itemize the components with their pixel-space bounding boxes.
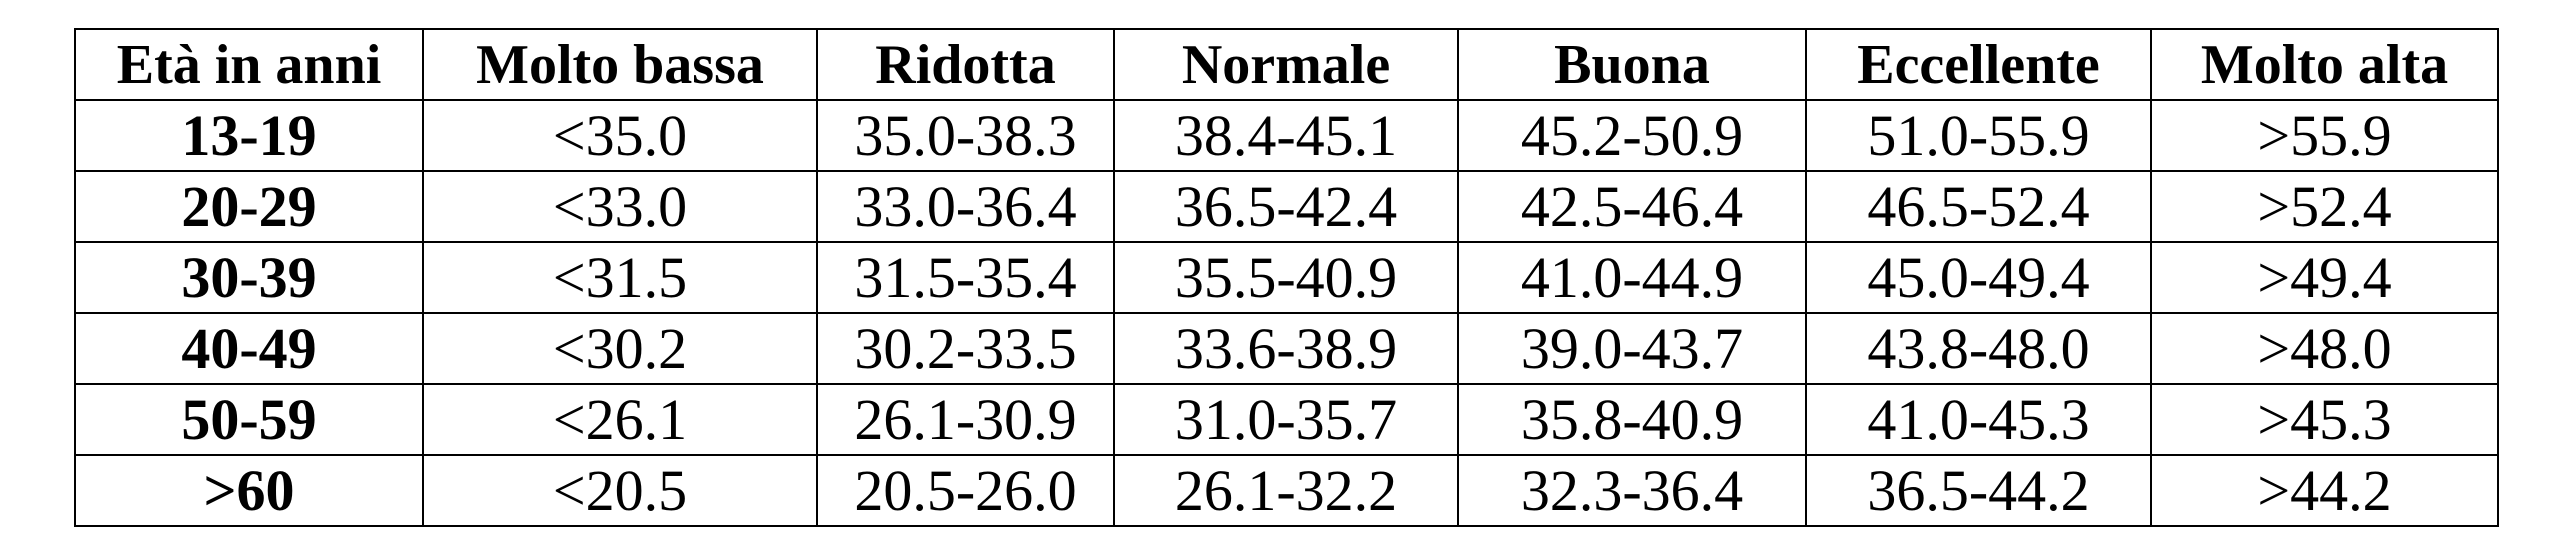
value-cell: >48.0 [2150,312,2499,385]
value-cell: 45.0-49.4 [1805,241,2152,314]
age-cell: 30-39 [74,241,424,314]
value-cell: >55.9 [2150,99,2499,172]
table-row: 20-29 <33.0 33.0-36.4 36.5-42.4 42.5-46.4 46.… [74,170,2499,243]
age-cell: 50-59 [74,383,424,456]
value-cell: >44.2 [2150,454,2499,527]
value-cell: 33.0-36.4 [816,170,1115,243]
value-cell: 30.2-33.5 [816,312,1115,385]
header-cell: Età in anni [74,28,424,101]
value-cell: 51.0-55.9 [1805,99,2152,172]
value-cell: 45.2-50.9 [1457,99,1807,172]
table-row: 13-19 <35.0 35.0-38.3 38.4-45.1 45.2-50.9 51.… [74,99,2499,172]
value-cell: 41.0-44.9 [1457,241,1807,314]
value-cell: 36.5-42.4 [1113,170,1459,243]
table-row: 30-39 <31.5 31.5-35.4 35.5-40.9 41.0-44.9 45.… [74,241,2499,314]
value-cell: 43.8-48.0 [1805,312,2152,385]
value-cell: <20.5 [422,454,818,527]
header-cell: Molto bassa [422,28,818,101]
value-cell: >52.4 [2150,170,2499,243]
value-cell: >49.4 [2150,241,2499,314]
value-cell: 26.1-30.9 [816,383,1115,456]
value-cell: 46.5-52.4 [1805,170,2152,243]
value-cell: <35.0 [422,99,818,172]
age-cell: 13-19 [74,99,424,172]
value-cell: 38.4-45.1 [1113,99,1459,172]
value-cell: 26.1-32.2 [1113,454,1459,527]
value-cell: 35.5-40.9 [1113,241,1459,314]
header-row: Età in anni Molto bassa Ridotta Normale Buon… [74,28,2499,101]
header-cell: Normale [1113,28,1459,101]
table-row: 40-49 <30.2 30.2-33.5 33.6-38.9 39.0-43.7 43.… [74,312,2499,385]
value-cell: 39.0-43.7 [1457,312,1807,385]
header-cell: Molto alta [2150,28,2499,101]
value-cell: 31.0-35.7 [1113,383,1459,456]
value-cell: 33.6-38.9 [1113,312,1459,385]
header-cell: Eccellente [1805,28,2152,101]
header-cell: Buona [1457,28,1807,101]
table-row: >60 <20.5 20.5-26.0 26.1-32.2 32.3-36.4 36.5-… [74,454,2499,527]
value-cell: <26.1 [422,383,818,456]
table-body: 13-19 <35.0 35.0-38.3 38.4-45.1 45.2-50.9 51.… [74,99,2499,527]
value-cell: <33.0 [422,170,818,243]
value-cell: 32.3-36.4 [1457,454,1807,527]
value-cell: 31.5-35.4 [816,241,1115,314]
value-cell: >45.3 [2150,383,2499,456]
value-cell: <31.5 [422,241,818,314]
age-cell: 40-49 [74,312,424,385]
value-cell: 41.0-45.3 [1805,383,2152,456]
age-cell: >60 [74,454,424,527]
header-cell: Ridotta [816,28,1115,101]
age-cell: 20-29 [74,170,424,243]
value-cell: <30.2 [422,312,818,385]
data-table: Età in anni Molto bassa Ridotta Normale Buon… [74,28,2499,527]
table-row: 50-59 <26.1 26.1-30.9 31.0-35.7 35.8-40.9 41.… [74,383,2499,456]
value-cell: 36.5-44.2 [1805,454,2152,527]
value-cell: 20.5-26.0 [816,454,1115,527]
value-cell: 35.0-38.3 [816,99,1115,172]
value-cell: 35.8-40.9 [1457,383,1807,456]
value-cell: 42.5-46.4 [1457,170,1807,243]
